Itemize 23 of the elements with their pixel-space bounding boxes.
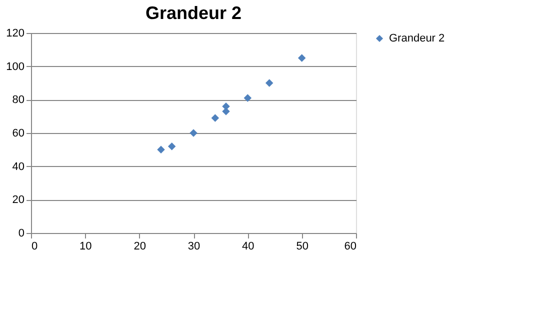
x-tick-label: 20 [134, 240, 146, 252]
x-tick-label: 30 [188, 240, 200, 252]
x-tick-label: 40 [242, 240, 254, 252]
point [265, 79, 274, 87]
point [190, 129, 198, 137]
y-tick-label: 0 [18, 228, 24, 240]
y-tick-label: 120 [6, 28, 24, 40]
legend-label: Grandeur 2 [389, 32, 445, 44]
x-tick-label: 50 [296, 240, 308, 252]
x-tick-label: 60 [344, 240, 356, 252]
point [157, 146, 165, 154]
y-tick-label: 60 [12, 128, 24, 140]
point [211, 114, 220, 122]
chart-title: Grandeur 2 [145, 3, 242, 23]
y-tick-label: 100 [6, 60, 24, 73]
point [168, 142, 176, 150]
x-tick-label: 0 [32, 240, 38, 252]
point [298, 54, 306, 62]
x-tick-label: 10 [80, 240, 92, 252]
point [244, 94, 252, 102]
y-tick-label: 80 [12, 94, 24, 106]
y-tick-label: 20 [12, 194, 24, 206]
y-tick-label: 40 [12, 160, 24, 173]
